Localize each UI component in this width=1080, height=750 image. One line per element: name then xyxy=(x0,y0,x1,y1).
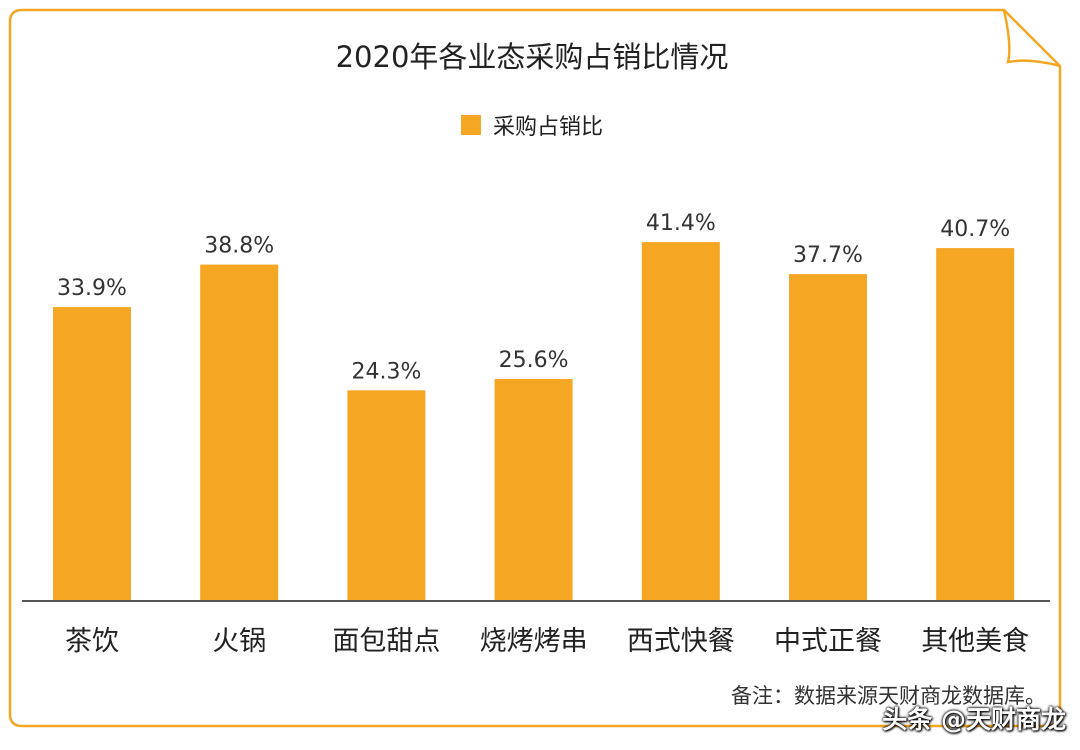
bar-0 xyxy=(53,307,131,601)
category-label-4: 西式快餐 xyxy=(627,626,735,657)
data-label-3: 25.6% xyxy=(499,348,569,373)
bar-4 xyxy=(641,242,720,601)
bar-3 xyxy=(494,379,573,601)
data-label-2: 24.3% xyxy=(351,359,421,384)
data-label-0: 33.9% xyxy=(57,276,127,301)
watermark: 头条 @天财商龙 xyxy=(882,705,1066,734)
chart-title: 2020年各业态采购占销比情况 xyxy=(335,40,729,74)
source-note: 备注：数据来源天财商龙数据库。 xyxy=(731,684,1046,708)
legend-label: 采购占销比 xyxy=(492,115,603,140)
data-label-6: 40.7% xyxy=(940,217,1010,242)
data-label-5: 37.7% xyxy=(793,243,863,268)
bars-layer xyxy=(53,242,1015,601)
data-label-1: 38.8% xyxy=(204,234,274,259)
bar-1 xyxy=(200,264,279,601)
category-label-3: 烧烤烤串 xyxy=(480,626,588,657)
card-border xyxy=(8,8,1062,728)
category-label-6: 其他美食 xyxy=(921,626,1029,657)
category-label-0: 茶饮 xyxy=(65,626,119,657)
category-label-2: 面包甜点 xyxy=(332,626,440,657)
category-label-1: 火锅 xyxy=(212,626,266,657)
legend-swatch xyxy=(460,115,481,135)
legend: 采购占销比 xyxy=(0,110,1064,140)
bar-5 xyxy=(789,274,867,601)
page-fold-corner xyxy=(1002,9,1061,68)
labels-layer: 33.9% 茶饮 38.8% 火锅 24.3% 面包甜点 25.6% 烧烤烤串 41.4% 西式快… xyxy=(57,211,1029,657)
bar-2 xyxy=(347,390,426,601)
bar-6 xyxy=(936,248,1015,601)
category-label-5: 中式正餐 xyxy=(774,626,882,657)
data-label-4: 41.4% xyxy=(646,211,716,236)
